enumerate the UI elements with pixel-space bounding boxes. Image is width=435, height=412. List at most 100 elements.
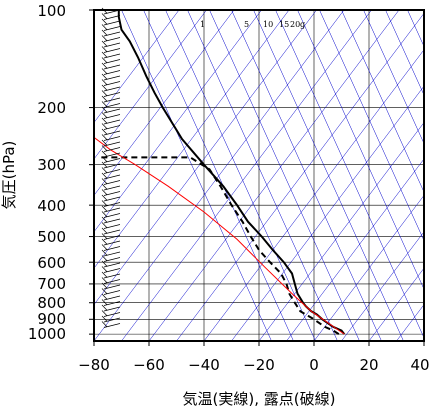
skewed-isotherm-line (396, 304, 424, 341)
skewed-isotherm-line (94, 10, 235, 196)
adiabat-line (121, 10, 272, 341)
skewed-isotherm-line (94, 10, 262, 233)
skewed-isotherm-line (94, 10, 180, 123)
adiabat-line (209, 10, 360, 341)
wind-barb-flag (101, 128, 108, 135)
wind-barb-flag (101, 13, 108, 19)
wind-barb (103, 301, 121, 306)
wind-barb-flag (101, 310, 108, 316)
wind-barb-flag (101, 288, 108, 294)
wind-barb (103, 180, 121, 185)
wind-barb-flag (101, 51, 108, 58)
wind-barb-flag (101, 123, 108, 129)
wind-barb (103, 224, 121, 229)
mixing-ratio-label: 15 (279, 20, 289, 29)
wind-barb-flag (101, 244, 108, 250)
wind-barb (103, 257, 121, 262)
x-tick-label: −40 (188, 356, 220, 374)
wind-barb-flag (101, 172, 108, 179)
wind-barb-flag (101, 139, 108, 146)
skewed-isotherm-line (94, 10, 317, 306)
wind-barb-flag (101, 216, 108, 223)
wind-barb-flag (101, 321, 108, 327)
wind-barb-flag (101, 194, 108, 201)
wind-barb (103, 81, 121, 86)
wind-barb (103, 202, 121, 207)
wind-barb-flag (101, 73, 108, 80)
wind-barb (103, 279, 121, 284)
wind-barb-flag (101, 112, 108, 118)
wind-barb-flag (101, 145, 108, 151)
wind-barb (103, 86, 121, 92)
wind-barb (103, 235, 121, 240)
adiabat-line (341, 10, 424, 193)
adiabat-line (319, 10, 424, 242)
wind-barb-flag (101, 18, 108, 25)
x-tick-label: 40 (410, 356, 429, 374)
adiabat-line (297, 10, 424, 290)
wind-barb (103, 92, 121, 97)
wind-barb-flag (101, 315, 108, 322)
y-axis-ticks: 100 200 300 400 500 600 700 800 900 1000 (28, 2, 66, 343)
wind-barb-flag (101, 35, 108, 41)
wind-barb (103, 246, 121, 251)
skewed-isotherm-line (368, 267, 424, 341)
wind-barb-flag (101, 227, 108, 234)
wind-barb-flag (101, 106, 108, 113)
x-tick-label: 20 (359, 356, 378, 374)
wind-barb (103, 290, 121, 295)
mixing-ratio-label: 10 (263, 20, 273, 29)
wind-barb (103, 59, 121, 64)
wind-barb (103, 15, 121, 20)
wind-barb-flag (101, 161, 108, 168)
wind-barb-flag (101, 117, 108, 124)
wind-barb-flag (101, 95, 108, 102)
series-layer (94, 10, 346, 335)
wind-barb-flag (101, 156, 108, 162)
skewed-isotherm-line (313, 194, 424, 341)
wind-barb-flag (101, 24, 108, 30)
wind-barb-flag (101, 205, 108, 212)
skewed-isotherm-line (94, 10, 207, 160)
wind-barb-flag (101, 211, 108, 217)
wind-barb (103, 70, 121, 75)
wind-barb-flag (101, 57, 108, 63)
y-tick-label: 200 (37, 99, 66, 117)
wind-barb (103, 119, 121, 125)
wind-barb (103, 191, 121, 196)
x-axis-ticks: −80 −60 −40 −20 0 20 40 (78, 356, 429, 374)
skewed-isotherm-line (203, 49, 424, 341)
wind-barb (103, 317, 121, 323)
wind-barb (103, 31, 121, 37)
wind-barb-flag (101, 282, 108, 289)
x-axis-label: 気温(実線), 露点(破線) (183, 390, 336, 408)
adiabat-line (275, 10, 424, 339)
skewed-isotherm-line (341, 231, 424, 341)
wind-barb (103, 136, 121, 141)
wind-barb (103, 185, 121, 191)
wind-barb (103, 268, 121, 273)
wind-barb-flag (101, 233, 108, 239)
adiabat-line (165, 10, 316, 341)
wind-barb (103, 218, 121, 224)
wind-barb-flag (101, 178, 108, 184)
dewpoint-series-line (99, 156, 340, 335)
wind-barb-flag (101, 68, 108, 74)
wind-barb (103, 42, 121, 48)
y-tick-label: 600 (37, 254, 66, 272)
wind-barb-flag (101, 167, 108, 173)
y-tick-label: 800 (37, 294, 66, 312)
wind-barb (103, 273, 121, 279)
adiabat-line (187, 10, 338, 341)
wind-barb-flag (101, 255, 108, 261)
wind-barb (103, 323, 121, 328)
wind-barb (103, 26, 121, 31)
wind-barb-flag (101, 46, 108, 52)
skewed-isotherm-line (423, 340, 424, 341)
x-tick-label: 0 (309, 356, 319, 374)
wind-barb (103, 20, 121, 26)
skewed-isotherm-line (94, 10, 345, 341)
wind-barb-flag (101, 150, 108, 157)
skewed-isotherm-line (94, 10, 290, 269)
